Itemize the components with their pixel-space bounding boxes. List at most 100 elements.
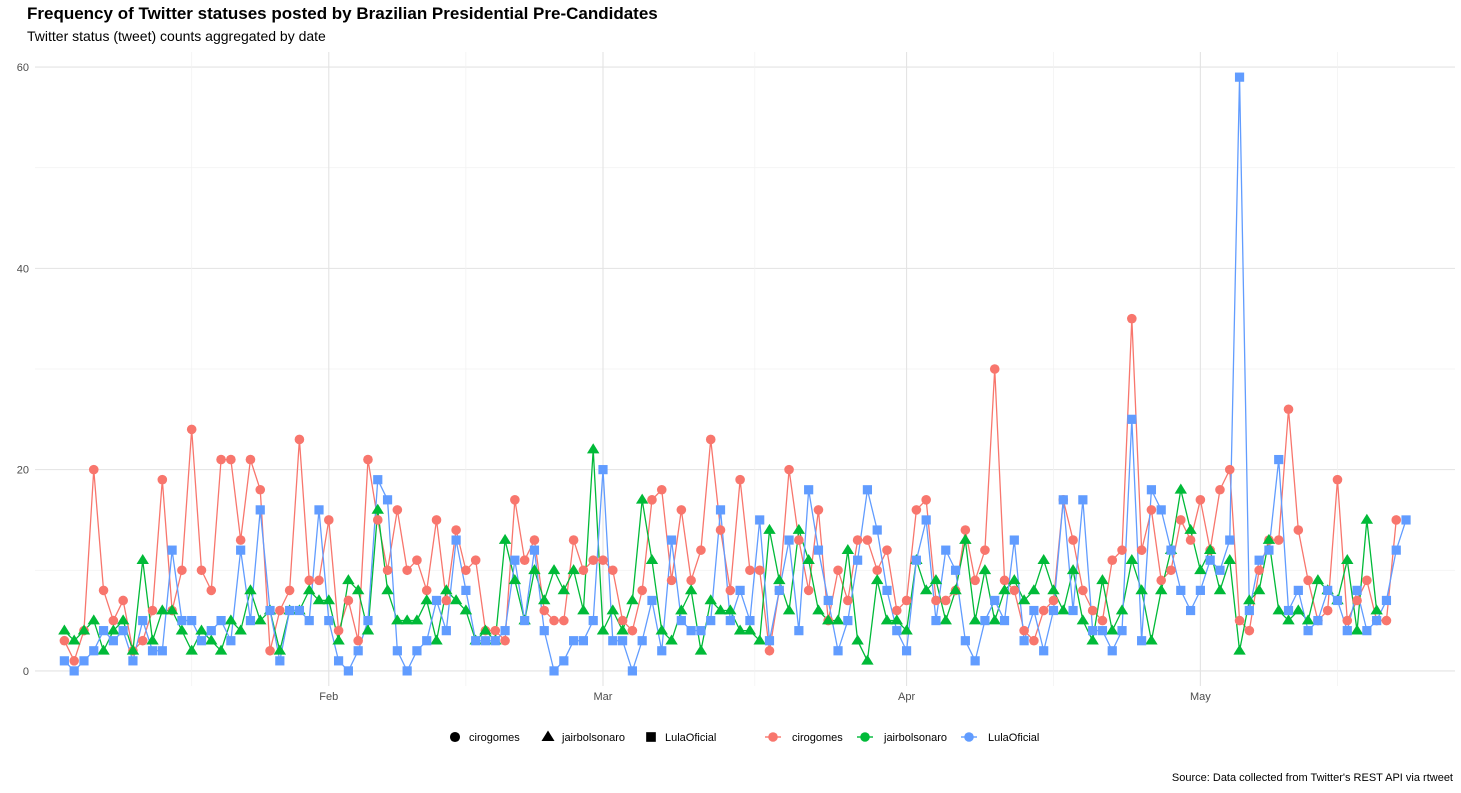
data-point [146, 634, 159, 645]
data-point [410, 614, 424, 625]
data-point [353, 635, 363, 646]
data-point [861, 654, 874, 665]
data-point [1301, 614, 1315, 625]
data-point [265, 605, 275, 616]
data-point [1283, 404, 1294, 415]
legend-shape-item-jairbolsonaro: jairbolsonaro [541, 730, 625, 744]
data-point [234, 624, 247, 635]
legend-shape-item-LulaOficial: LulaOficial [646, 732, 716, 744]
data-point [696, 626, 706, 636]
data-point [333, 656, 344, 666]
data-point [1136, 545, 1147, 555]
data-point [1264, 545, 1274, 555]
data-point [245, 615, 256, 626]
data-point [617, 615, 628, 626]
data-point [911, 555, 921, 565]
data-point [1088, 626, 1098, 636]
legend-color-label: LulaOficial [988, 732, 1039, 744]
data-point [871, 574, 884, 585]
y-tick-label: 40 [17, 263, 29, 275]
data-point [852, 535, 863, 545]
data-point [901, 595, 912, 606]
data-point [1008, 574, 1021, 585]
data-point [441, 626, 451, 636]
data-point [1086, 634, 1099, 645]
data-point [1244, 625, 1255, 636]
data-point [206, 585, 217, 596]
y-axis-ticks: 0 20 40 60 [17, 62, 29, 678]
data-point [1293, 525, 1304, 535]
data-point [931, 615, 941, 626]
data-point [343, 666, 353, 676]
data-point [745, 615, 755, 626]
data-point [1262, 533, 1276, 544]
data-point [833, 565, 843, 576]
data-point [764, 636, 775, 646]
data-point [422, 636, 432, 646]
data-point [627, 625, 638, 636]
data-point [1048, 605, 1059, 616]
data-point [823, 595, 833, 606]
data-point [1185, 605, 1196, 616]
data-point [568, 535, 579, 545]
data-point [324, 615, 334, 626]
data-point [970, 656, 980, 666]
data-point [471, 636, 481, 646]
data-point [361, 624, 375, 635]
data-point [980, 545, 990, 555]
data-point [774, 585, 784, 595]
data-point [195, 624, 208, 635]
data-point [1244, 605, 1254, 616]
data-point [235, 535, 246, 545]
data-point [275, 656, 285, 666]
data-point [911, 505, 922, 515]
data-point [1362, 626, 1372, 636]
data-point [138, 615, 148, 626]
legend-color-item-jairbolsonaro: jairbolsonaro [857, 732, 947, 744]
data-point [420, 594, 433, 605]
data-point [294, 434, 305, 445]
data-point [322, 594, 335, 605]
data-point [206, 626, 216, 636]
data-point [1352, 585, 1362, 595]
data-point [872, 565, 883, 576]
data-point [196, 636, 207, 646]
x-tick-label: May [1190, 691, 1211, 703]
data-point [998, 584, 1011, 595]
data-point [461, 585, 471, 595]
data-point [1058, 495, 1068, 505]
data-point [1274, 454, 1284, 465]
data-point [451, 535, 461, 545]
data-point [98, 585, 109, 596]
data-point [392, 505, 403, 515]
data-point [273, 644, 287, 655]
series-line-jairbolsonaro [63, 448, 1378, 662]
legend-shape-label: LulaOficial [665, 732, 716, 744]
data-point [547, 564, 561, 575]
data-point [1166, 545, 1176, 555]
data-point [1332, 474, 1343, 485]
data-point [1009, 585, 1020, 596]
data-point [392, 646, 402, 656]
data-point [1213, 584, 1227, 595]
data-point [872, 525, 882, 535]
data-point [382, 565, 393, 576]
data-point [882, 545, 892, 555]
data-point [794, 535, 804, 545]
data-point [1087, 605, 1098, 616]
data-point [147, 646, 158, 656]
data-point [676, 505, 687, 515]
data-point [880, 614, 894, 625]
data-point [802, 554, 815, 565]
data-point [175, 624, 189, 635]
data-point [1029, 635, 1039, 646]
data-point [645, 554, 659, 565]
data-point [901, 646, 912, 656]
data-point [539, 605, 550, 616]
data-point [1174, 483, 1187, 494]
x-axis-ticks: Feb Mar Apr May [319, 691, 1211, 703]
data-point [1350, 624, 1364, 635]
data-point [980, 615, 990, 626]
data-point [69, 666, 79, 676]
